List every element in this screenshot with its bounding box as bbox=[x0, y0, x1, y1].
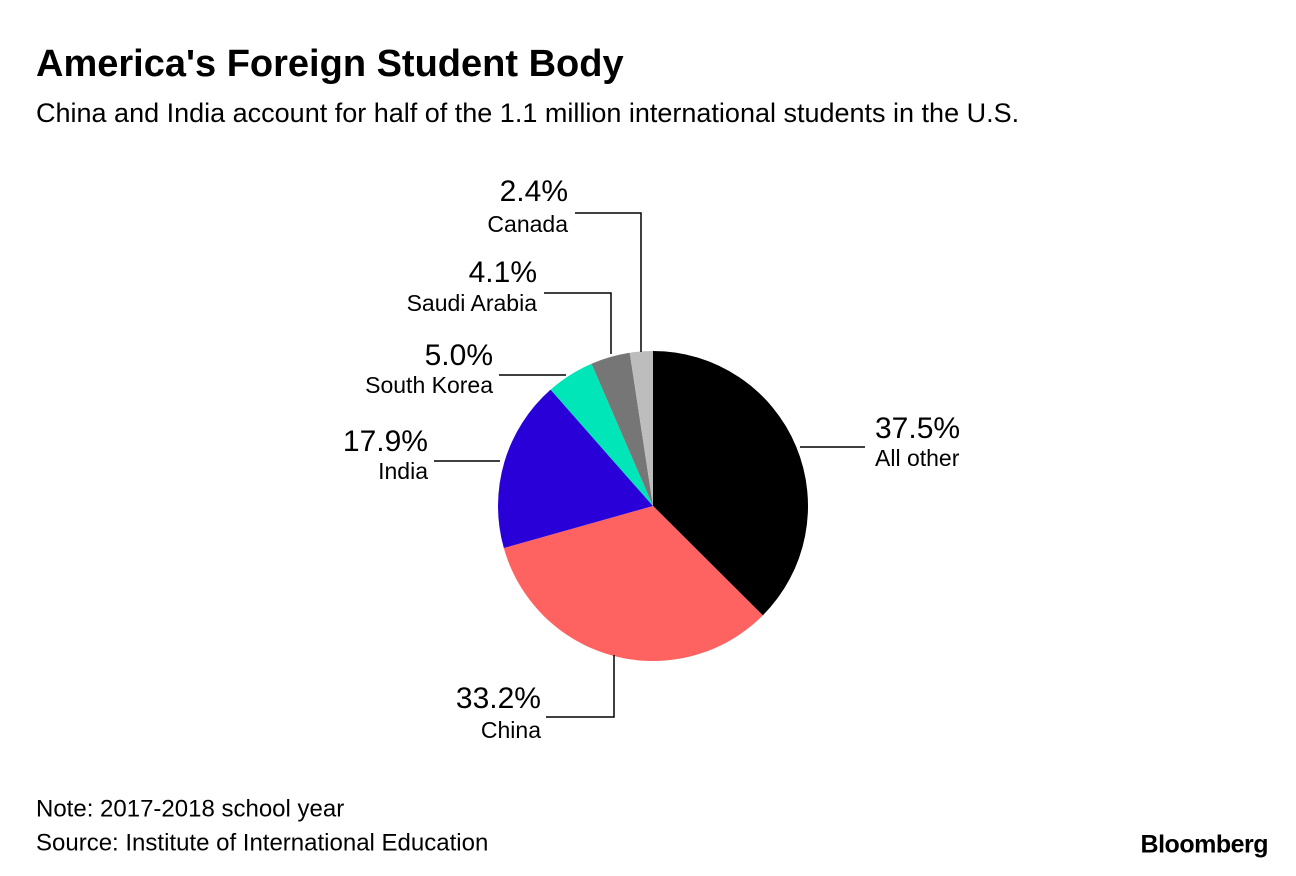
chart-subtitle: China and India account for half of the … bbox=[36, 98, 1019, 128]
category-label: South Korea bbox=[365, 372, 493, 398]
category-label: Canada bbox=[487, 211, 568, 237]
category-label: Saudi Arabia bbox=[407, 290, 538, 316]
leader-line bbox=[546, 655, 615, 718]
pie-slice bbox=[550, 363, 653, 506]
brand: Bloomberg bbox=[1141, 831, 1268, 859]
pie-slice bbox=[503, 506, 763, 661]
value-label: 37.5% bbox=[875, 412, 960, 445]
leader-line bbox=[575, 212, 642, 352]
value-label: 4.1% bbox=[469, 256, 537, 289]
value-label: 33.2% bbox=[456, 682, 541, 715]
source: Source: Institute of International Educa… bbox=[36, 829, 488, 856]
value-label: 17.9% bbox=[343, 425, 428, 458]
value-label: 2.4% bbox=[500, 175, 568, 208]
pie-slice bbox=[591, 352, 653, 506]
value-label: 5.0% bbox=[425, 339, 493, 372]
category-label: China bbox=[481, 717, 541, 743]
leader-line bbox=[544, 292, 612, 354]
pie-slice bbox=[498, 389, 653, 549]
category-label: All other bbox=[875, 445, 960, 471]
chart-title: America's Foreign Student Body bbox=[36, 43, 624, 85]
pie-slice bbox=[629, 351, 653, 506]
pie-slice bbox=[653, 351, 808, 616]
note: Note: 2017-2018 school year bbox=[36, 795, 344, 822]
category-label: India bbox=[378, 458, 428, 484]
